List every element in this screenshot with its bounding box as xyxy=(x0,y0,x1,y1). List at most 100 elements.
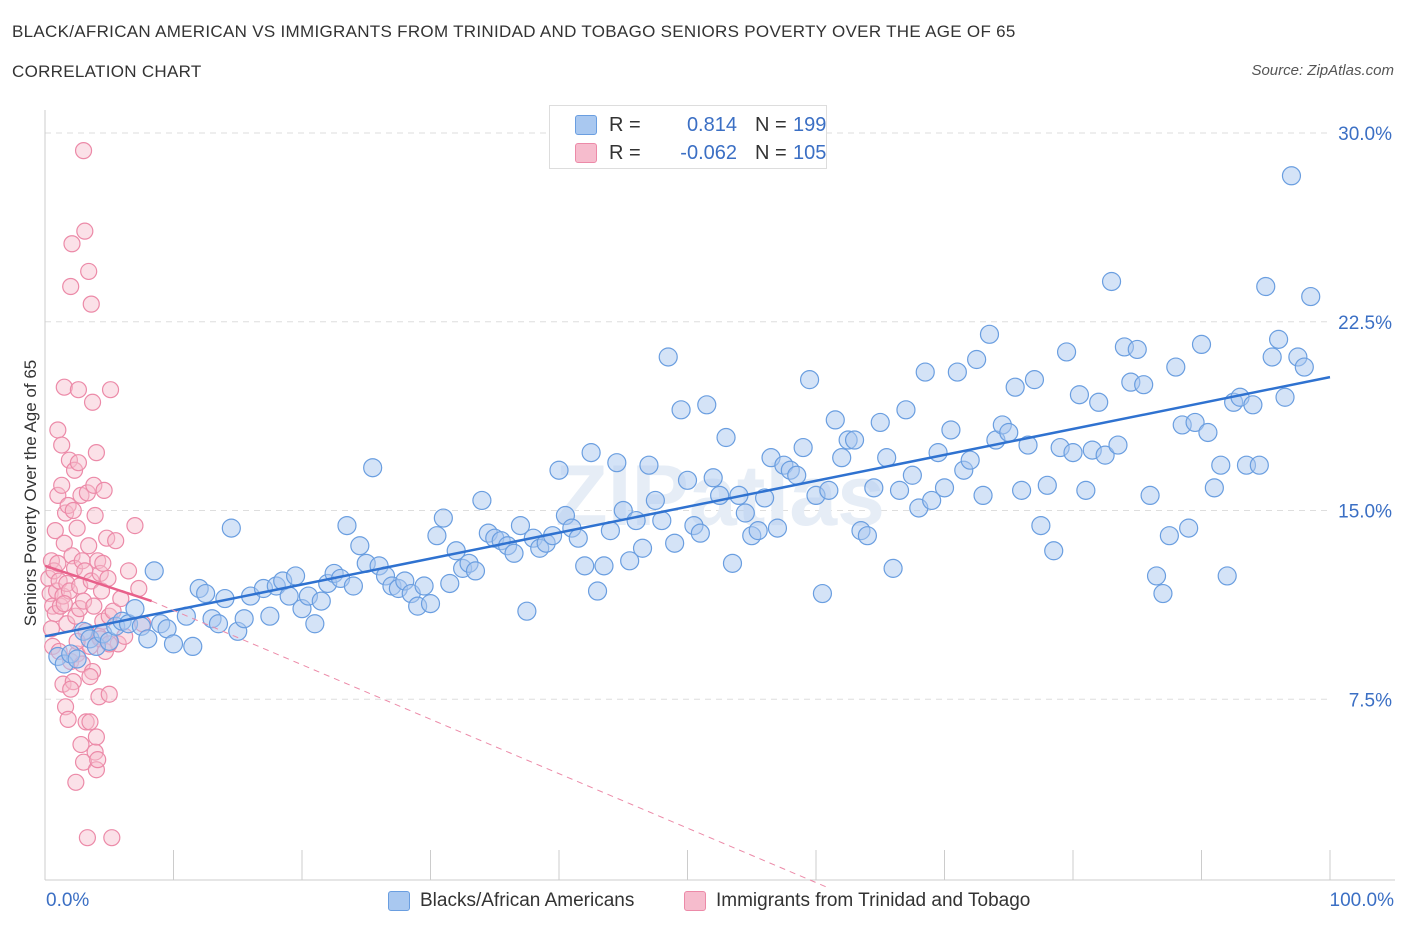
data-point-blue xyxy=(163,634,184,654)
data-point-blue xyxy=(1211,455,1231,475)
data-point-pink xyxy=(78,829,97,847)
data-point-blue xyxy=(125,599,145,619)
data-point-blue xyxy=(735,503,755,523)
data-point-blue xyxy=(440,573,460,594)
data-point-blue xyxy=(1108,435,1128,455)
data-point-blue xyxy=(799,370,820,390)
data-point-blue xyxy=(645,490,665,511)
data-point-pink xyxy=(83,393,102,411)
data-point-blue xyxy=(967,349,987,370)
data-point-blue xyxy=(1159,526,1179,546)
n-label: N = xyxy=(755,142,787,164)
data-point-pink xyxy=(95,481,113,499)
data-point-pink xyxy=(60,582,79,600)
data-point-blue xyxy=(1217,566,1237,586)
data-point-pink xyxy=(42,620,61,638)
data-point-blue xyxy=(1249,455,1269,475)
data-point-blue xyxy=(1140,485,1160,505)
legend-label-pink: Immigrants from Trinidad and Tobago xyxy=(716,890,1031,911)
r-value: 0.814 xyxy=(686,114,737,136)
data-point-pink xyxy=(55,378,73,396)
data-point-blue xyxy=(1204,478,1224,498)
data-point-blue xyxy=(665,533,685,553)
data-point-blue xyxy=(979,324,1000,344)
data-point-blue xyxy=(1275,387,1295,407)
data-point-blue xyxy=(947,362,967,382)
data-point-pink xyxy=(46,522,64,540)
data-point-blue xyxy=(1069,385,1090,405)
data-point-blue xyxy=(928,443,948,463)
data-point-blue xyxy=(1294,357,1314,377)
data-point-blue xyxy=(1031,515,1051,536)
data-point-blue xyxy=(748,521,768,541)
data-point-blue xyxy=(196,583,216,604)
data-point-blue xyxy=(1037,475,1057,495)
data-point-blue xyxy=(902,465,922,485)
data-point-blue xyxy=(208,614,229,634)
data-point-blue xyxy=(1256,276,1276,297)
data-point-blue xyxy=(1101,271,1122,292)
data-point-pink xyxy=(55,534,73,552)
pink-swatch xyxy=(684,891,706,911)
data-point-blue xyxy=(465,561,486,581)
pink-swatch xyxy=(575,143,597,163)
axes xyxy=(44,110,1395,881)
legend-label-blue: Blacks/African Americans xyxy=(420,890,635,911)
data-point-pink xyxy=(56,698,75,716)
data-point-pink xyxy=(77,713,95,731)
data-point-blue xyxy=(1044,541,1064,561)
data-point-blue xyxy=(517,601,537,621)
data-point-blue xyxy=(510,515,531,536)
data-point-pink xyxy=(69,381,88,399)
data-point-pink xyxy=(62,680,80,698)
blue-series-points xyxy=(48,166,1321,674)
data-point-blue xyxy=(844,430,865,450)
chart-subtitle: CORRELATION CHART xyxy=(12,62,202,81)
data-point-pink xyxy=(103,829,121,847)
data-point-blue xyxy=(716,427,736,448)
data-point-blue xyxy=(922,490,942,511)
data-point-blue xyxy=(594,556,614,576)
data-point-blue xyxy=(1185,412,1205,433)
data-point-blue xyxy=(234,609,254,629)
data-point-pink xyxy=(80,537,98,555)
data-point-blue xyxy=(363,458,383,478)
data-point-blue xyxy=(620,551,640,571)
data-point-pink xyxy=(119,562,138,580)
data-point-blue xyxy=(973,485,993,505)
data-point-blue xyxy=(350,536,370,556)
data-point-blue xyxy=(767,518,788,538)
data-point-pink xyxy=(74,142,93,160)
data-point-blue xyxy=(703,468,723,488)
data-point-pink xyxy=(64,501,82,520)
data-point-blue xyxy=(677,470,698,490)
data-point-blue xyxy=(285,566,306,586)
data-point-blue xyxy=(896,400,916,420)
data-point-blue xyxy=(414,576,434,596)
r-value: -0.062 xyxy=(680,142,737,164)
data-point-pink xyxy=(63,547,81,565)
data-point-blue xyxy=(1056,342,1077,362)
data-point-pink xyxy=(62,277,80,296)
data-point-blue xyxy=(1024,370,1045,390)
trendline-pink xyxy=(44,564,153,603)
data-point-blue xyxy=(1191,334,1212,354)
y-tick-labels: 7.5% 15.0% 22.5% 30.0% xyxy=(1338,124,1392,711)
data-point-pink xyxy=(82,295,100,313)
data-point-blue xyxy=(420,594,441,614)
y-tick-label: 22.5% xyxy=(1338,313,1392,334)
data-point-blue xyxy=(1127,339,1147,360)
data-point-blue xyxy=(472,490,492,511)
data-point-blue xyxy=(1089,392,1109,412)
data-point-blue xyxy=(877,448,897,468)
data-point-pink xyxy=(100,685,118,703)
data-point-blue xyxy=(549,460,569,480)
data-point-pink xyxy=(72,735,90,754)
data-point-blue xyxy=(1018,435,1038,455)
data-point-blue xyxy=(1262,347,1282,367)
data-point-blue xyxy=(568,528,588,548)
data-point-blue xyxy=(1243,395,1263,415)
blue-swatch xyxy=(575,115,597,135)
data-point-blue xyxy=(889,480,910,500)
data-point-pink xyxy=(126,516,144,535)
